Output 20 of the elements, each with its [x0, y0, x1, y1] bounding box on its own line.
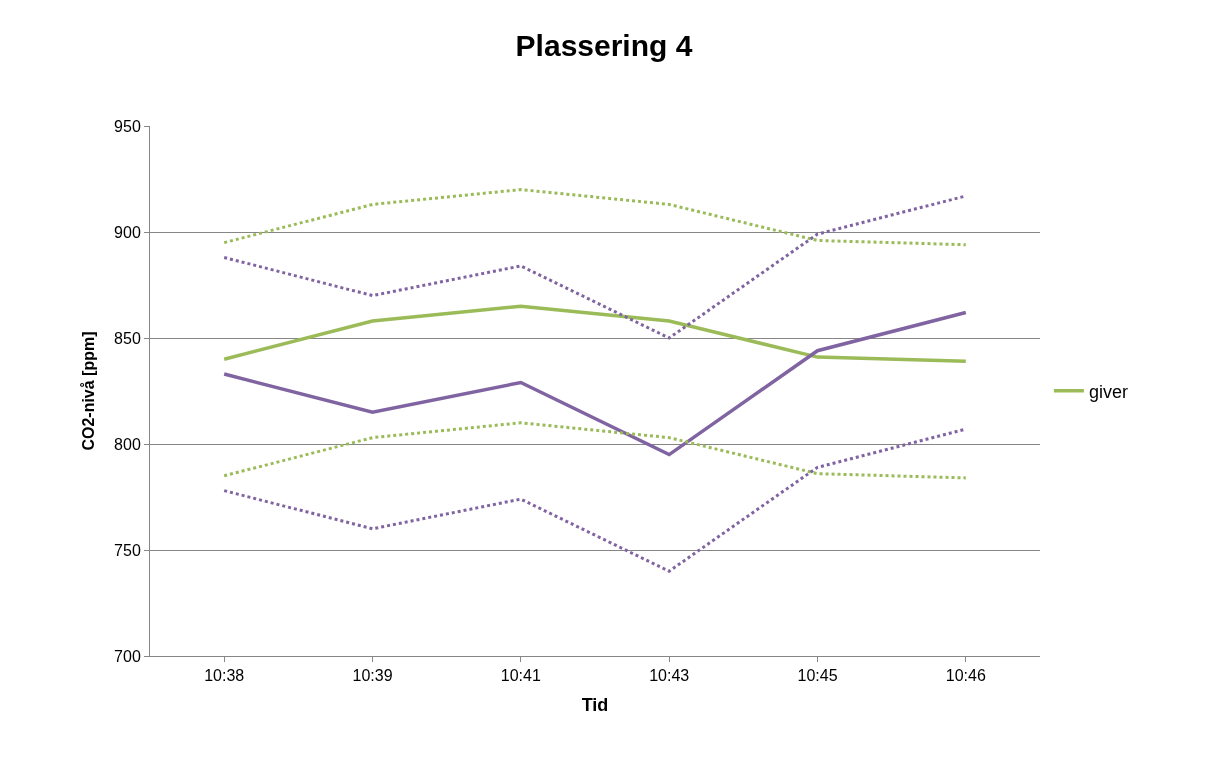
- y-tick-label: 750: [114, 541, 141, 559]
- y-tick-label: 700: [114, 647, 141, 665]
- y-tick-label: 800: [114, 435, 141, 453]
- x-tick-label: 10:41: [500, 667, 541, 685]
- x-tick-label: 10:45: [797, 667, 838, 685]
- x-tick-label: 10:39: [352, 667, 393, 685]
- line-series: [222, 188, 968, 247]
- legend-label: giver: [1088, 381, 1128, 402]
- y-tick-label: 900: [114, 223, 141, 241]
- line-series: [222, 304, 968, 364]
- line-series: [222, 421, 968, 480]
- line-series: [222, 310, 968, 457]
- x-tick-label: 10:46: [945, 667, 986, 685]
- x-tick-label: 10:43: [649, 667, 690, 685]
- y-tick-label: 950: [114, 117, 141, 135]
- x-tick-label: 10:38: [204, 667, 245, 685]
- y-axis-title: CO2-nivå [ppm]: [80, 331, 97, 451]
- chart-title: Plassering 4: [515, 28, 693, 62]
- x-axis-title: Tid: [581, 695, 609, 716]
- y-tick-label: 850: [114, 329, 141, 347]
